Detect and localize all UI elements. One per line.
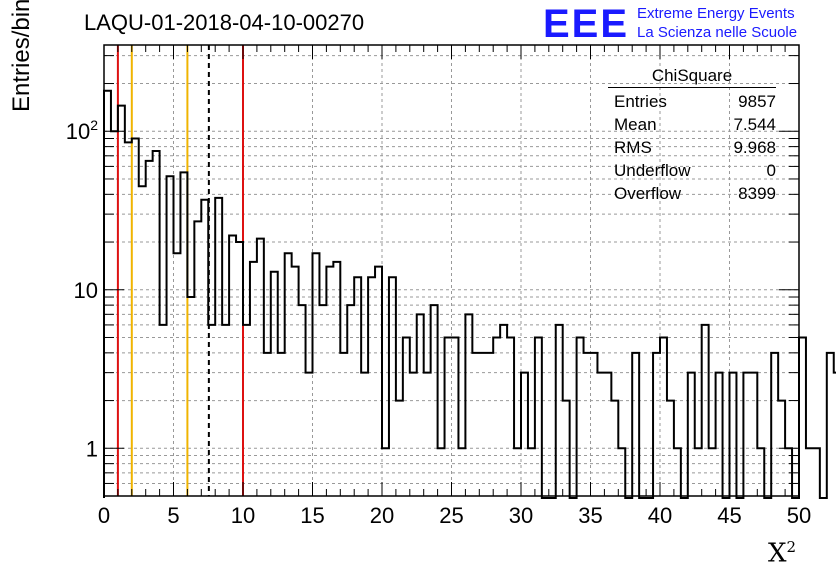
histogram-series [103, 89, 836, 499]
x-tick-label: 10 [231, 503, 255, 528]
x-tick-label: 45 [717, 503, 741, 528]
x-tick-label: 35 [578, 503, 602, 528]
logo-line-2: La Scienza nelle Scuole [637, 24, 798, 41]
y-tick-label: 10 [74, 278, 98, 303]
x-tick-label: 5 [167, 503, 179, 528]
stats-value: 0 [766, 161, 776, 180]
stats-row: Mean 7.544 [614, 113, 776, 136]
axis-tick-labels: 0 5 10 15 20 25 30 35 40 45 50 1 10 102 [66, 117, 812, 528]
stats-label: RMS [614, 138, 652, 157]
x-tick-label: 30 [509, 503, 533, 528]
stats-label: Entries [614, 92, 667, 111]
x-tick-label: 50 [787, 503, 811, 528]
stats-row: RMS 9.968 [614, 136, 776, 159]
x-axis-label: X2 [768, 538, 797, 569]
stats-label: Overflow [614, 184, 682, 203]
stats-box: ChiSquare Entries 9857 Mean 7.544 RMS 9.968… [608, 66, 776, 205]
y-tick-label: 1 [86, 436, 98, 461]
stats-row: Overflow 8399 [614, 182, 776, 205]
stats-label: Mean [614, 115, 657, 134]
stats-row: Entries 9857 [614, 90, 776, 113]
x-tick-label: 0 [98, 503, 110, 528]
stats-row: Underflow 0 [614, 159, 776, 182]
x-tick-label: 20 [370, 503, 394, 528]
x-tick-label: 25 [439, 503, 463, 528]
y-axis-label: Entries/bin [8, 0, 35, 112]
x-tick-label: 40 [648, 503, 672, 528]
stats-label: Underflow [614, 161, 691, 180]
chart-title: LAQU-01-2018-04-10-00270 [84, 10, 365, 35]
axis-ticks [103, 45, 800, 497]
eee-logo: EEE [543, 2, 630, 46]
stats-value: 9.968 [733, 138, 776, 157]
stats-value: 8399 [738, 184, 776, 203]
stats-title: ChiSquare [608, 66, 776, 88]
reference-lines [116, 45, 244, 496]
y-tick-label: 102 [66, 117, 98, 144]
logo-caption: Extreme Energy Events La Scienza nelle S… [637, 4, 797, 42]
stats-value: 7.544 [733, 115, 776, 134]
grid-lines [104, 45, 799, 497]
x-tick-label: 15 [300, 503, 324, 528]
stats-value: 9857 [738, 92, 776, 111]
logo-line-1: Extreme Energy Events [637, 5, 795, 22]
